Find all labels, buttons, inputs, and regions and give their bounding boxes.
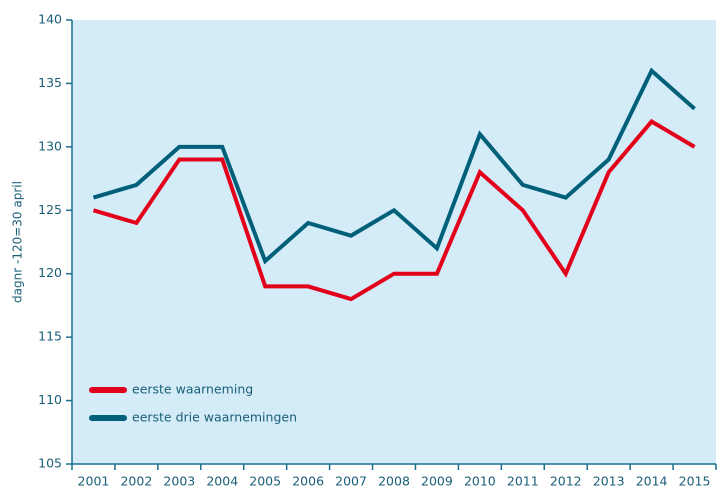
y-tick-label: 110 [38, 392, 62, 407]
x-tick-label: 2001 [78, 474, 110, 489]
x-tick-label: 2002 [120, 474, 152, 489]
y-tick-label: 125 [38, 202, 62, 217]
x-tick-label: 2015 [679, 474, 711, 489]
x-tick-label: 2010 [464, 474, 496, 489]
plot-background [72, 20, 716, 464]
x-tick-label: 2008 [378, 474, 410, 489]
data-line [92, 118, 696, 302]
legend-label: eerste waarneming [132, 382, 253, 397]
y-tick-label: 135 [38, 75, 62, 90]
x-tick-label: 2006 [292, 474, 324, 489]
x-tick-label: 2014 [636, 474, 668, 489]
x-tick-label: 2003 [163, 474, 195, 489]
y-tick-label: 120 [38, 265, 62, 280]
x-tick-label: 2004 [206, 474, 238, 489]
x-tick-label: 2005 [249, 474, 281, 489]
x-tick-label: 2009 [421, 474, 453, 489]
y-tick-label: 115 [38, 329, 62, 344]
y-tick-label: 140 [38, 12, 62, 27]
y-axis-label: dagnr -120=30 april [11, 181, 25, 303]
y-tick-label: 130 [38, 138, 62, 153]
legend-label: eerste drie waarnemingen [132, 410, 297, 425]
x-tick-label: 2012 [550, 474, 582, 489]
x-tick-label: 2011 [507, 474, 539, 489]
y-tick-label: 105 [38, 456, 62, 471]
x-tick-label: 2013 [593, 474, 625, 489]
x-tick-label: 2007 [335, 474, 367, 489]
data-line [92, 67, 696, 265]
